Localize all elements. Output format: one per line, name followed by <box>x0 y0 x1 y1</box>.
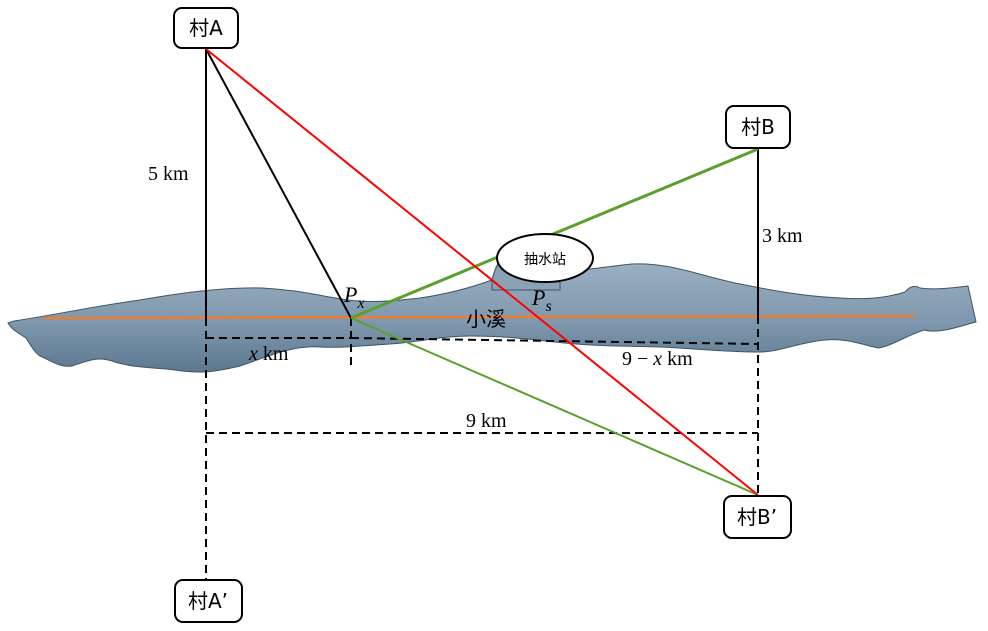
village-b-box: 村B <box>725 105 791 149</box>
stream-centerline <box>43 314 916 320</box>
remaining-distance-label: 9 − x km <box>622 348 693 370</box>
village-b-reflect-label: 村B’ <box>737 505 777 529</box>
path-px-to-b-reflect <box>350 317 759 496</box>
total-width-label: 9 km <box>466 410 507 432</box>
village-b-label: 村B <box>741 115 775 139</box>
remaining-distance-dashed <box>350 337 759 345</box>
optimal-path-a-to-b-reflect <box>205 48 759 496</box>
village-a-reflect-box: 村A’ <box>174 579 243 623</box>
x-distance-label: x km <box>248 343 289 365</box>
b-height-label: 3 km <box>762 225 803 247</box>
point-px-label: Px <box>343 282 365 312</box>
pump-station-label: 抽水站 <box>524 252 566 268</box>
village-b-reflect-box: 村B’ <box>723 495 792 539</box>
village-a-reflect-label: 村A’ <box>188 589 228 613</box>
path-a-to-px <box>205 48 352 319</box>
village-a-box: 村A <box>173 7 239 49</box>
a-height-label: 5 km <box>148 163 189 185</box>
stream-label: 小溪 <box>466 307 506 331</box>
pump-station-ellipse <box>496 233 594 283</box>
village-a-label: 村A <box>189 16 223 40</box>
point-ps-label: Ps <box>531 285 552 315</box>
